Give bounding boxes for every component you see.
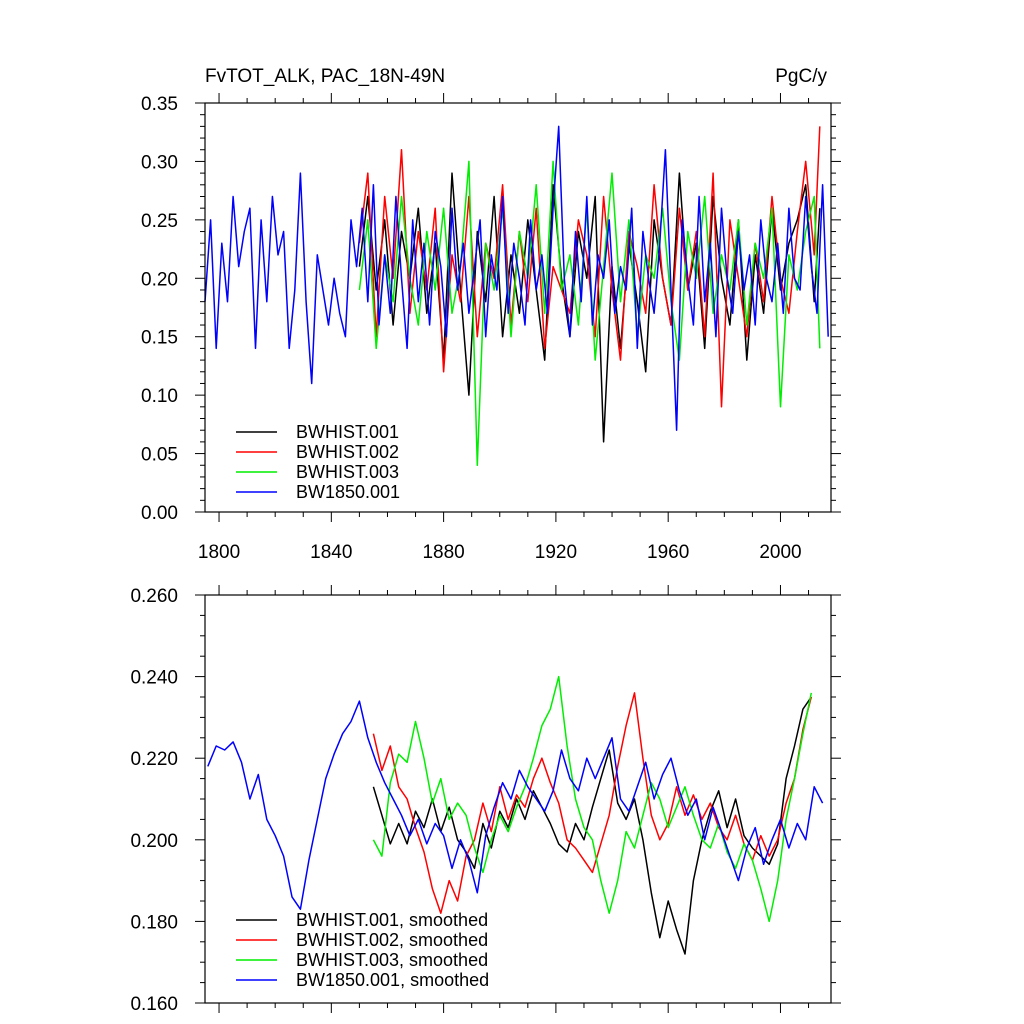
x-tick-label: 1960 <box>647 542 689 563</box>
legend-label: BWHIST.002 <box>296 442 399 462</box>
series-line-bwhist-001-smoothed <box>372 696 812 955</box>
units-label: PgC/y <box>775 66 827 87</box>
plot-frame <box>204 102 832 513</box>
y-tick-label: 0.10 <box>141 386 178 407</box>
legend-label: BWHIST.003 <box>296 462 399 482</box>
x-tick-label: 1880 <box>422 542 464 563</box>
legend-label: BWHIST.003, smoothed <box>296 950 488 970</box>
y-tick-label: 0.15 <box>141 328 178 349</box>
x-tick-label: 1920 <box>535 542 577 563</box>
series-line-bw1850-001-smoothed <box>207 700 824 910</box>
y-tick-label: 0.220 <box>130 749 178 770</box>
x-tick-label: 2000 <box>759 542 801 563</box>
series-line-bw1850-001 <box>204 125 829 431</box>
legend-label: BWHIST.001, smoothed <box>296 910 488 930</box>
y-tick-label: 0.25 <box>141 211 178 232</box>
series-line-bwhist-001 <box>358 172 821 443</box>
y-tick-label: 0.00 <box>141 503 178 524</box>
y-tick-label: 0.180 <box>130 912 178 933</box>
top-title: FvTOT_ALK, PAC_18N-49N <box>205 66 445 87</box>
series-line-bwhist-003-smoothed <box>372 675 813 923</box>
x-tick-label: 1800 <box>198 542 240 563</box>
y-tick-label: 0.160 <box>130 994 178 1015</box>
y-tick-label: 0.30 <box>141 152 178 173</box>
series-line-bwhist-002-smoothed <box>372 692 813 914</box>
legend-label: BW1850.001 <box>296 482 400 502</box>
y-tick-label: 0.260 <box>130 586 178 607</box>
legend-label: BW1850.001, smoothed <box>296 970 489 990</box>
y-tick-label: 0.20 <box>141 269 178 290</box>
top-panel: FvTOT_ALK, PAC_18N-49N PgC/y 1800 1840 188… <box>141 66 841 563</box>
y-tick-label: 0.240 <box>130 668 178 689</box>
y-tick-label: 0.35 <box>141 94 178 115</box>
bottom-panel: 0.160 0.180 0.200 0.220 0.240 0.260 BWHIST.001… <box>130 585 841 1015</box>
legend-label: BWHIST.002, smoothed <box>296 930 488 950</box>
y-tick-label: 0.05 <box>141 445 178 466</box>
y-tick-label: 0.200 <box>130 831 178 852</box>
legend-label: BWHIST.001 <box>296 422 399 442</box>
x-tick-label: 1840 <box>310 542 352 563</box>
